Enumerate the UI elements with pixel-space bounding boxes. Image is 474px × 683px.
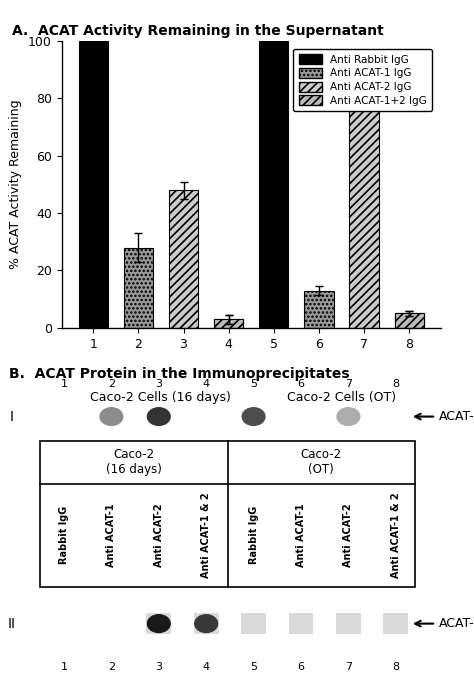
Text: Caco-2
(OT): Caco-2 (OT) [301, 448, 342, 476]
Text: 7: 7 [345, 662, 352, 672]
Bar [336, 613, 361, 634]
Text: 3: 3 [155, 662, 162, 672]
Bar [394, 313, 424, 328]
Text: 8: 8 [392, 662, 400, 672]
Text: 1: 1 [61, 662, 67, 672]
Text: 2: 2 [108, 380, 115, 389]
Text: A.  ACAT Activity Remaining in the Supernatant: A. ACAT Activity Remaining in the Supern… [12, 25, 384, 38]
Bar [214, 319, 243, 328]
Text: Anti ACAT-1 & 2: Anti ACAT-1 & 2 [201, 492, 211, 578]
Text: 2: 2 [108, 662, 115, 672]
Ellipse shape [100, 408, 123, 426]
Bar [349, 98, 379, 328]
Text: 5: 5 [250, 662, 257, 672]
Text: 1: 1 [61, 380, 67, 389]
Text: 8: 8 [392, 380, 400, 389]
Text: 5: 5 [250, 380, 257, 389]
Text: 4: 4 [202, 380, 210, 389]
Ellipse shape [242, 408, 265, 426]
Text: I: I [10, 410, 14, 423]
Text: ACAT-1: ACAT-1 [438, 410, 474, 423]
Text: Anti ACAT-1: Anti ACAT-1 [106, 503, 117, 567]
Text: 7: 7 [345, 380, 352, 389]
Text: 4: 4 [202, 662, 210, 672]
Text: Anti ACAT-1 & 2: Anti ACAT-1 & 2 [391, 492, 401, 578]
Y-axis label: % ACAT Activity Remaining: % ACAT Activity Remaining [9, 100, 22, 269]
Bar [169, 190, 198, 328]
Text: Anti ACAT-1: Anti ACAT-1 [296, 503, 306, 567]
Bar [304, 290, 334, 328]
Text: Rabbit IgG: Rabbit IgG [59, 506, 69, 564]
Bar [146, 613, 171, 634]
Text: 3: 3 [155, 380, 162, 389]
Text: Anti ACAT-2: Anti ACAT-2 [154, 503, 164, 567]
Legend: Anti Rabbit IgG, Anti ACAT-1 IgG, Anti ACAT-2 IgG, Anti ACAT-1+2 IgG: Anti Rabbit IgG, Anti ACAT-1 IgG, Anti A… [293, 49, 432, 111]
Bar [383, 613, 408, 634]
Text: Caco-2
(16 days): Caco-2 (16 days) [106, 448, 162, 476]
Bar [241, 613, 266, 634]
Bar [79, 41, 108, 328]
Bar [214, 319, 243, 328]
Ellipse shape [337, 408, 360, 426]
Text: Rabbit IgG: Rabbit IgG [248, 506, 259, 564]
Text: II: II [8, 617, 16, 630]
Text: 6: 6 [298, 662, 304, 672]
Bar [289, 613, 313, 634]
Bar [194, 613, 219, 634]
Text: Caco-2 Cells (OT): Caco-2 Cells (OT) [287, 391, 396, 404]
Ellipse shape [195, 615, 218, 632]
Ellipse shape [147, 408, 170, 426]
FancyBboxPatch shape [40, 441, 415, 587]
Ellipse shape [147, 615, 170, 632]
Bar [394, 313, 424, 328]
Text: B.  ACAT Protein in the Immunoprecipitates: B. ACAT Protein in the Immunoprecipitate… [9, 367, 350, 381]
Text: ACAT-2: ACAT-2 [438, 617, 474, 630]
Text: Caco-2 Cells (16 days): Caco-2 Cells (16 days) [91, 391, 231, 404]
Text: 6: 6 [298, 380, 304, 389]
Text: Anti ACAT-2: Anti ACAT-2 [343, 503, 354, 567]
Bar [124, 247, 153, 328]
Bar [259, 41, 289, 328]
